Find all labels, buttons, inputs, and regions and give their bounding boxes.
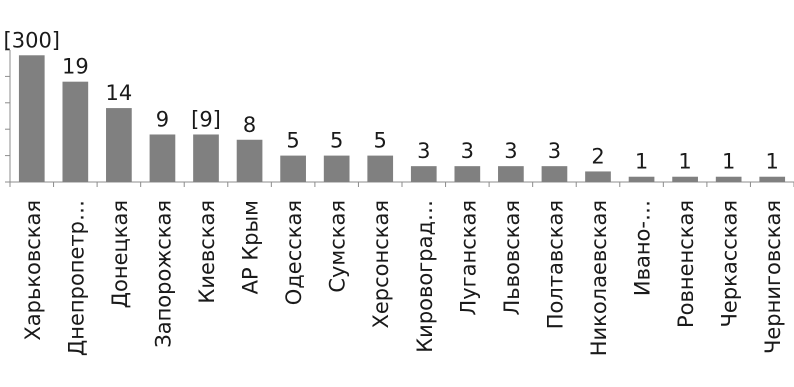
category-label: Львовская (500, 200, 524, 316)
bar (715, 176, 742, 182)
bar (672, 176, 698, 182)
bar (498, 166, 524, 182)
data-label: [300] (4, 28, 60, 52)
category-label: АР Крым (239, 200, 263, 294)
bar (193, 134, 219, 182)
data-label: 19 (62, 55, 89, 79)
data-label: 3 (417, 139, 430, 163)
data-label: 9 (156, 107, 169, 131)
chart-category-labels: Харьковская Днепропетр… Донецкая Запорожска… (21, 200, 785, 356)
data-label: 3 (461, 139, 474, 163)
data-label: 14 (106, 81, 133, 105)
bar (149, 134, 176, 182)
bar (236, 139, 263, 182)
bar (454, 166, 481, 182)
bar (759, 176, 786, 182)
category-label: Ивано-… (631, 200, 655, 296)
data-label: 1 (635, 150, 648, 174)
data-label: 1 (722, 150, 735, 174)
category-label: Полтавская (543, 200, 567, 329)
bar (367, 155, 394, 182)
bar (585, 171, 611, 182)
category-label: Кировоград… (413, 200, 437, 353)
bar (280, 155, 306, 182)
chart-bars (18, 55, 786, 182)
bar (106, 108, 132, 182)
data-label: 3 (548, 139, 561, 163)
data-label: 2 (591, 144, 604, 168)
category-label: Сумская (326, 200, 350, 293)
bar (62, 81, 89, 182)
data-label: 8 (243, 113, 256, 137)
data-label: 1 (766, 150, 779, 174)
data-label: 1 (678, 150, 691, 174)
category-label: Ровненская (674, 200, 698, 328)
bar (628, 176, 655, 182)
category-label: Херсонская (369, 200, 393, 329)
data-label: [9] (191, 107, 221, 131)
data-label: 5 (286, 129, 299, 153)
bar (410, 166, 437, 182)
chart-data-labels: [300]19 14 9 [9] 8 5 5 5 3 3 3 3 2 1 1 1 1 (4, 28, 779, 173)
data-label: 5 (330, 129, 343, 153)
bar (541, 166, 568, 182)
chart-axes (5, 49, 794, 187)
category-label: Николаевская (587, 200, 611, 356)
category-label: Черкасская (718, 200, 742, 327)
data-label: 3 (504, 139, 517, 163)
category-label: Киевская (195, 200, 219, 304)
category-label: Донецкая (108, 200, 132, 308)
bar (18, 55, 45, 182)
category-label: Одесская (282, 200, 306, 305)
category-label: Черниговская (761, 200, 785, 354)
category-label: Днепропетр… (64, 200, 88, 356)
category-label: Харьковская (21, 200, 45, 341)
category-label: Запорожская (151, 200, 175, 348)
data-label: 5 (374, 129, 387, 153)
bar (323, 155, 350, 182)
category-label: Луганская (456, 200, 480, 316)
